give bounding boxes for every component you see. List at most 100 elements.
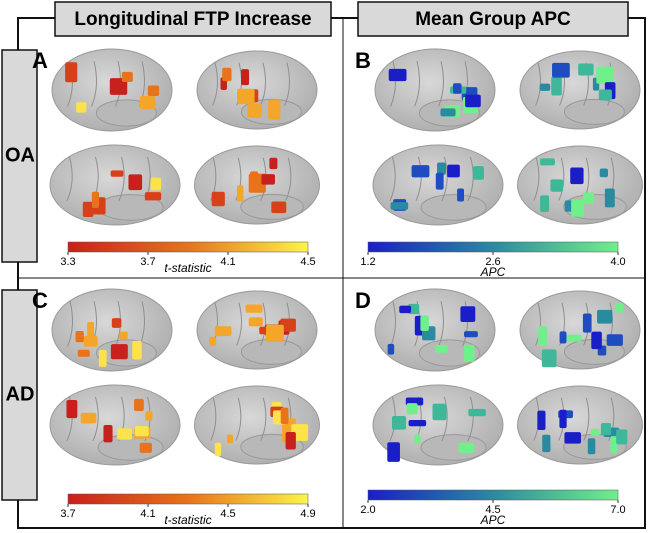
sulcus xyxy=(438,301,444,347)
row-box xyxy=(1,289,38,501)
colorbar xyxy=(67,241,309,253)
sulcus xyxy=(91,61,97,107)
sulcus xyxy=(535,302,541,346)
row-label: AD xyxy=(6,383,35,405)
activation-blob xyxy=(598,89,612,101)
activation-blob xyxy=(211,191,225,207)
activation-blob xyxy=(600,423,612,436)
brain-lobe xyxy=(240,338,302,365)
activation-blob xyxy=(134,398,144,412)
sulcus xyxy=(390,301,396,347)
activation-blob xyxy=(77,349,90,357)
activation-blob xyxy=(87,322,95,342)
activation-blob xyxy=(80,412,97,424)
panel-letter: A xyxy=(32,48,48,73)
activation-blob xyxy=(540,158,555,166)
activation-blob xyxy=(399,305,412,314)
activation-blob xyxy=(390,202,409,210)
activation-blob xyxy=(121,71,133,83)
activation-blob xyxy=(615,302,624,313)
activation-blob xyxy=(147,85,160,96)
activation-blob xyxy=(388,68,407,82)
activation-blob xyxy=(269,157,278,170)
activation-blob xyxy=(457,188,465,202)
colorbar-label: t-statistic xyxy=(164,261,211,275)
activation-blob xyxy=(214,442,222,457)
sulcus xyxy=(415,156,422,202)
sulcus xyxy=(390,61,396,107)
activation-blob xyxy=(280,318,296,332)
colorbar-label: APC xyxy=(480,265,506,279)
activation-blob xyxy=(150,177,162,191)
activation-blob xyxy=(597,309,613,324)
activation-blob xyxy=(65,62,78,83)
activation-blob xyxy=(432,403,447,421)
activation-blob xyxy=(458,442,475,453)
activation-blob xyxy=(76,102,87,113)
activation-blob xyxy=(578,63,594,76)
activation-blob xyxy=(604,188,615,208)
activation-blob xyxy=(570,167,584,185)
activation-blob xyxy=(464,331,478,338)
activation-blob xyxy=(599,168,608,178)
activation-blob xyxy=(460,306,476,323)
colorbar-tick-label: 4.5 xyxy=(300,256,315,268)
colorbar-tick-label: 4.9 xyxy=(300,508,315,520)
activation-blob xyxy=(237,88,255,105)
colorbar-label: t-statistic xyxy=(164,513,211,527)
row-box xyxy=(1,49,38,263)
colorbar xyxy=(67,493,309,505)
sulcus xyxy=(210,397,217,441)
sulcus xyxy=(235,397,242,441)
colorbar-tick-label: 7.0 xyxy=(610,504,625,516)
colorbar-tick-label: 2.0 xyxy=(360,504,375,516)
sulcus xyxy=(389,156,396,202)
activation-blob xyxy=(564,432,581,444)
activation-blob xyxy=(247,103,262,118)
activation-blob xyxy=(468,408,486,417)
activation-blob xyxy=(132,340,142,360)
activation-blob xyxy=(66,399,78,419)
activation-blob xyxy=(103,425,113,443)
sulcus xyxy=(284,62,290,106)
activation-blob xyxy=(387,442,400,462)
activation-blob xyxy=(606,334,623,346)
sulcus xyxy=(66,156,73,202)
activation-blob xyxy=(280,407,289,424)
activation-blob xyxy=(587,438,596,455)
sulcus xyxy=(467,156,474,202)
activation-blob xyxy=(541,349,557,368)
colorbar xyxy=(367,489,619,501)
activation-blob xyxy=(248,317,263,327)
activation-blob xyxy=(542,434,551,453)
activation-blob xyxy=(209,336,217,346)
header-box xyxy=(357,1,629,37)
sulcus xyxy=(583,397,590,441)
sulcus xyxy=(118,156,125,202)
colorbar-tick-label: 1.2 xyxy=(360,256,375,268)
colorbar-tick-label: 4.5 xyxy=(220,508,235,520)
sulcus xyxy=(67,301,73,347)
activation-blob xyxy=(571,199,585,217)
activation-blob xyxy=(440,108,456,117)
activation-blob xyxy=(111,318,122,328)
activation-blob xyxy=(387,343,395,355)
sulcus xyxy=(438,61,444,107)
activation-blob xyxy=(119,331,128,340)
sulcus xyxy=(260,302,266,346)
colorbar-tick-label: 3.7 xyxy=(60,508,75,520)
colorbar-tick-label: 4.1 xyxy=(220,256,235,268)
activation-blob xyxy=(145,411,153,421)
colorbar-tick-label: 4.1 xyxy=(140,508,155,520)
activation-blob xyxy=(110,170,124,177)
brain-lobe xyxy=(420,434,487,461)
sulcus xyxy=(285,157,292,201)
activation-blob xyxy=(566,334,582,342)
activation-blob xyxy=(82,201,94,218)
activation-blob xyxy=(391,416,407,430)
activation-blob xyxy=(406,403,418,415)
sulcus xyxy=(608,397,615,441)
activation-blob xyxy=(408,420,427,427)
activation-blob xyxy=(610,436,618,454)
activation-blob xyxy=(139,442,152,453)
